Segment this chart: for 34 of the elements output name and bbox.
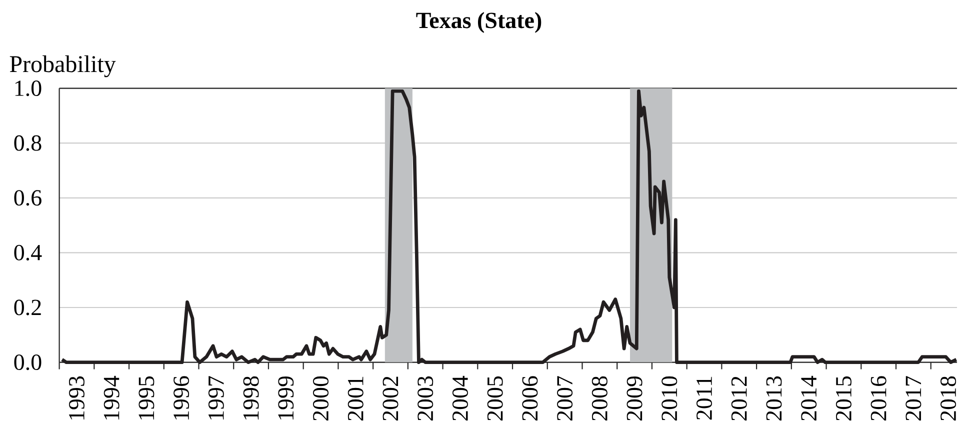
y-tick-label: 0.6	[14, 190, 42, 206]
chart-title: Texas (State)	[416, 12, 542, 33]
x-tick-label: 2008	[592, 376, 608, 420]
x-tick-label: 2003	[418, 376, 434, 420]
x-tick-label: 2001	[348, 376, 364, 420]
x-tick-label: 2009	[626, 376, 642, 420]
x-tick-label: 1999	[278, 376, 294, 420]
y-tick-label: 1.0	[15, 80, 42, 96]
x-tick-label: 2004	[452, 376, 468, 420]
x-tick-label: 2013	[766, 376, 782, 420]
x-tick-label: 1995	[138, 376, 154, 420]
x-tick-label: 1997	[208, 376, 224, 420]
x-tick-label: 2000	[313, 376, 329, 420]
x-tick-label: 1996	[174, 376, 190, 420]
x-tick-label: 2014	[801, 376, 817, 420]
x-tick-label: 2007	[557, 376, 573, 420]
y-tick-label: 0.0	[14, 354, 42, 370]
y-axis-title: Probability	[10, 55, 116, 78]
x-tick-label: 2010	[662, 376, 678, 420]
x-tick-label: 2005	[487, 376, 503, 420]
x-tick-label: 2006	[522, 376, 538, 420]
x-tick-label: 1994	[104, 376, 120, 420]
x-tick-label: 2017	[906, 376, 922, 420]
x-tick-label: 1998	[243, 376, 259, 420]
y-tick-label: 0.2	[14, 300, 41, 316]
x-tick-label: 2002	[382, 376, 398, 420]
x-tick-label: 2012	[731, 376, 747, 420]
x-tick-label: 2016	[870, 376, 886, 420]
x-tick-label: 1993	[69, 376, 84, 420]
x-tick-label: 2015	[836, 376, 852, 420]
x-tick-label: 2018	[940, 376, 956, 420]
x-tick-label: 2011	[696, 376, 712, 420]
y-tick-label: 0.8	[14, 135, 42, 151]
y-tick-label: 0.4	[14, 244, 42, 261]
